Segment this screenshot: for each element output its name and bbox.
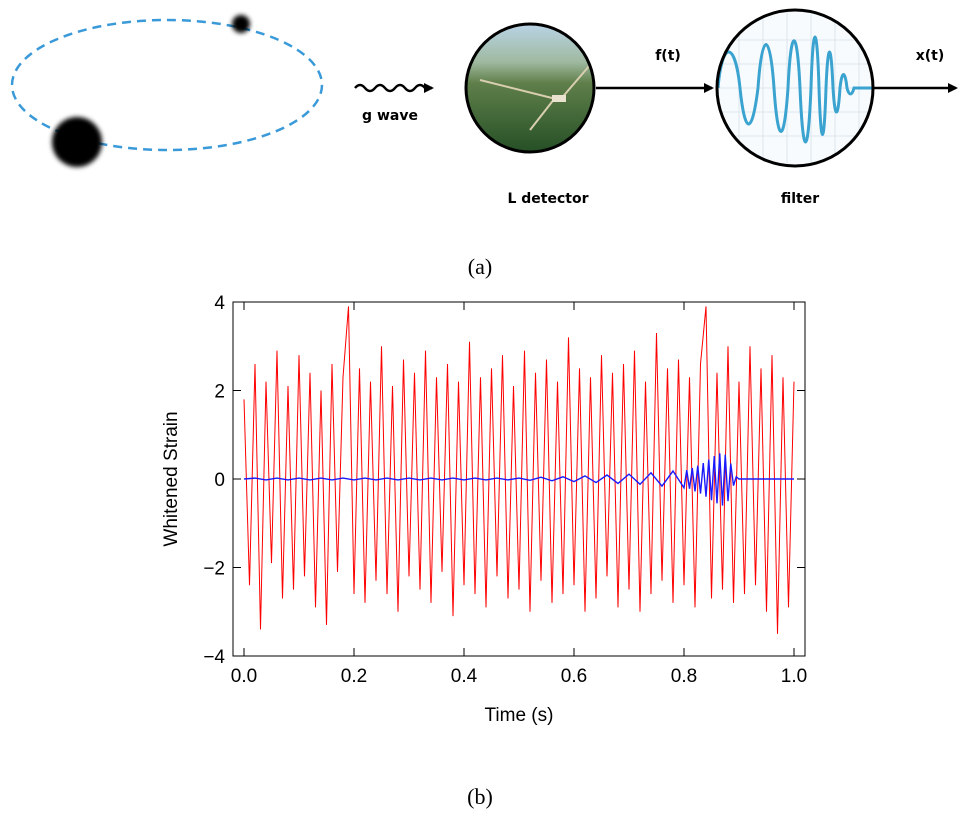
detector-label: L detector (507, 191, 588, 207)
y-tick-label: 4 (214, 293, 225, 314)
small-black-hole (232, 15, 250, 33)
caption: (b) (467, 784, 493, 809)
data-line (243, 453, 794, 506)
plot-frame (232, 301, 806, 657)
x-tick-label: 0.6 (561, 666, 587, 687)
orbit (10, 18, 324, 152)
series-group (243, 306, 795, 634)
x-tick-label: 0.8 (671, 666, 697, 687)
y-tick-label: 0 (214, 470, 225, 491)
data-line (243, 306, 795, 634)
filter-circle (715, 8, 875, 168)
x-tick-label: 0.2 (341, 666, 367, 687)
y-axis-label: Whitened Strain (161, 411, 182, 546)
x-tick-label: 0.4 (451, 666, 478, 687)
x-tick-label: 1.0 (781, 666, 807, 687)
diagram: g wave f(t) x(t) L detector filter (10, 8, 958, 207)
x-tick-label: 0.0 (231, 666, 257, 687)
large-black-hole (52, 117, 102, 167)
wave-label: g wave (362, 108, 418, 124)
wave-arrow (354, 83, 434, 93)
detector-circle (464, 22, 596, 154)
x-axis-label: Time (s) (485, 705, 554, 726)
detector-output: f(t) (655, 48, 681, 64)
detector-image (466, 24, 594, 152)
filter-output: x(t) (916, 48, 945, 64)
chart: 0.0 0.2 0.4 0.6 0.8 1.0 −4 −2 0 2 4 (203, 293, 807, 687)
y-tick-label: 2 (214, 382, 225, 403)
y-tick-label: −2 (203, 559, 225, 580)
filter-label: filter (781, 191, 819, 207)
caption: (a) (468, 254, 492, 279)
filter-image (717, 10, 873, 166)
y-tick-label: −4 (203, 647, 225, 668)
